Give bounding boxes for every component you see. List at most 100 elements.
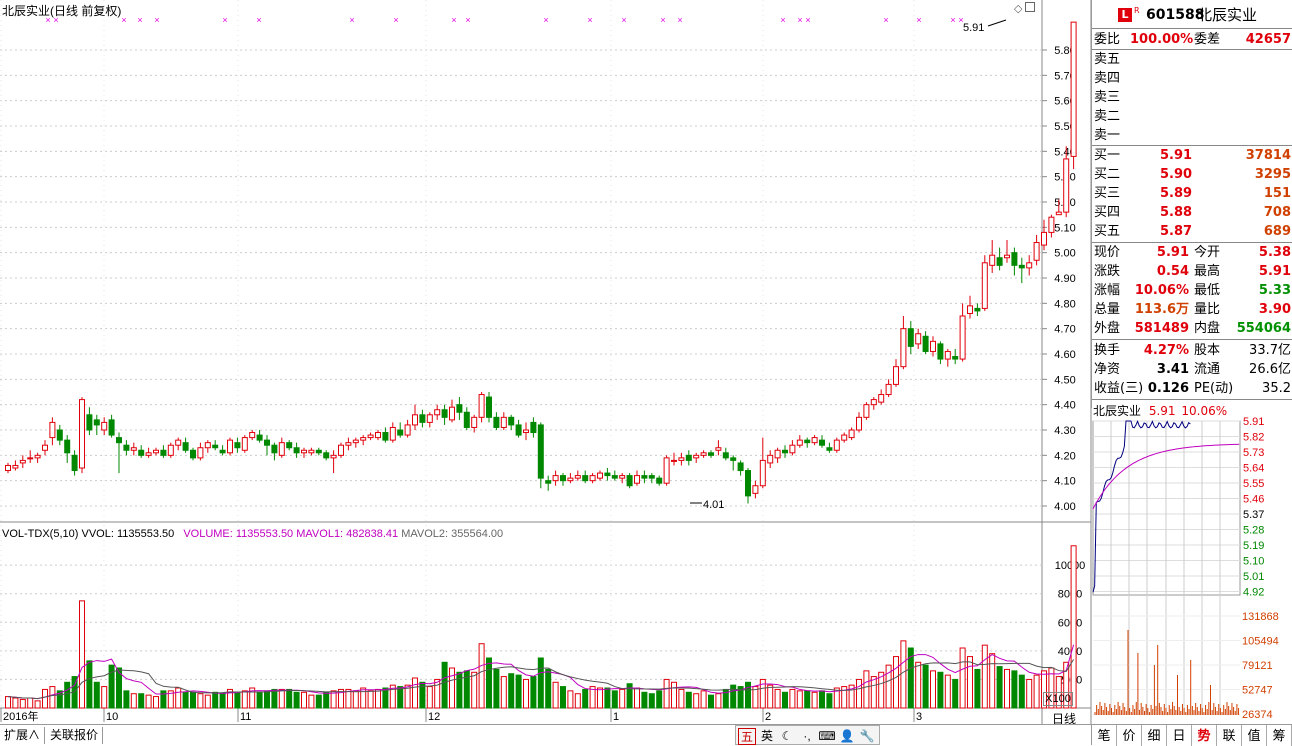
candle-body (922, 335, 929, 352)
candle-body (34, 454, 41, 459)
right-tab-2[interactable]: 细 (1142, 725, 1167, 746)
volume-bar (848, 684, 855, 709)
candle-body (108, 419, 115, 436)
volume-bar (352, 690, 359, 709)
x-tick-label: 12 (428, 711, 440, 723)
y-tick-label: 4.30 (1054, 425, 1075, 437)
candle-body (271, 444, 278, 454)
toolbar-tool-icon[interactable]: 👤 (839, 729, 855, 743)
y-tick-label: 4.70 (1054, 324, 1075, 336)
volume-bar (34, 700, 41, 709)
stat-label: 收益(三) (1094, 381, 1144, 396)
candle-body (952, 356, 959, 360)
candle-body (323, 452, 330, 459)
candle-body (441, 409, 448, 418)
volume-bar (597, 687, 603, 709)
candle-body (530, 421, 537, 434)
candle-body (663, 457, 670, 484)
volume-bar (804, 690, 811, 709)
right-tab-7[interactable]: 筹 (1267, 725, 1292, 746)
right-tab-6[interactable]: 值 (1242, 725, 1267, 746)
candle-body (42, 444, 48, 451)
volume-bar (523, 678, 529, 709)
right-tab-5[interactable]: 联 (1217, 725, 1242, 746)
toolbar-tool-icon[interactable]: 英 (760, 729, 773, 743)
volume-bar (967, 656, 973, 709)
volume-bar (708, 694, 714, 709)
x-tick-label: 10 (106, 711, 118, 723)
candle-body (219, 449, 226, 454)
volume-bar (893, 656, 899, 709)
candle-body (478, 394, 485, 418)
candle-body (123, 444, 130, 451)
candle-body (833, 439, 840, 451)
stat-label: 涨幅 (1094, 283, 1121, 298)
toolbar-tool-icon[interactable]: ⌨ (818, 729, 836, 743)
candle-body (819, 439, 825, 446)
candle-body (56, 429, 63, 441)
candle-body (130, 447, 137, 451)
toolbar-tool-icon[interactable]: ☾ (781, 729, 793, 743)
x-tick-label: 1 (613, 711, 619, 723)
volume-bar (759, 678, 766, 709)
candle-body (197, 447, 204, 459)
candle-body (160, 449, 167, 456)
right-tab-4[interactable]: 势 (1192, 725, 1217, 746)
toolbar-tool-icon[interactable]: 🔧 (859, 729, 875, 743)
right-tab-0[interactable]: 笔 (1092, 725, 1117, 746)
vol-tick-label: 6000 (1058, 617, 1082, 629)
volume-bar (915, 661, 922, 709)
volume-bar (944, 674, 951, 709)
volume-bar (330, 690, 337, 709)
volume-bar (86, 660, 93, 709)
candle-body (116, 437, 122, 444)
candle-body (944, 350, 951, 360)
candle-body (19, 459, 26, 464)
stat-value: 5.91 (1258, 264, 1291, 279)
toolbar-tool-icon[interactable]: 五 (738, 728, 756, 745)
vvol-value: VVOL: 1135553.50 (81, 528, 175, 540)
stat-value: 554064 (1236, 321, 1291, 336)
mini-vol-tick: 26374 (1242, 709, 1273, 721)
diamond-icon[interactable]: ◇ (1014, 3, 1023, 15)
y-tick-label: 4.10 (1054, 476, 1075, 488)
candle-body (315, 449, 322, 454)
mini-price-tick: 5.64 (1243, 463, 1264, 475)
signal-mark: × (451, 15, 456, 25)
candle-body (685, 454, 692, 461)
candle-body (870, 399, 877, 406)
candle-body (567, 477, 574, 482)
candle-body (345, 442, 352, 446)
y-tick-label: 5.50 (1054, 121, 1075, 133)
volume-bar (130, 693, 137, 709)
volume-bar (1011, 670, 1018, 709)
candle-body (227, 439, 233, 454)
volume-bar (315, 694, 322, 709)
stat-value: 35.2 (1262, 381, 1291, 396)
candle-body (71, 454, 78, 472)
candle-body (79, 399, 85, 469)
period-label[interactable]: 日线 (1052, 712, 1077, 726)
volume-bar (826, 693, 833, 709)
volume-bar (419, 681, 426, 709)
related-quote-tab[interactable]: 关联报价 (46, 727, 104, 744)
expand-tab[interactable]: 扩展∧ (0, 727, 46, 744)
candle-body (759, 459, 766, 487)
right-tab-3[interactable]: 日 (1167, 725, 1192, 746)
candle-body (930, 340, 936, 352)
stat-row: 涨幅 10.06% 最低 5.33 (1092, 281, 1292, 300)
candle-body (708, 452, 714, 456)
toolbar-tool-icon[interactable]: ·, (803, 729, 811, 743)
mini-price-tick: 5.10 (1243, 556, 1264, 568)
candle-body (545, 480, 552, 484)
buy-row: 买四 5.88 708 (1092, 203, 1292, 222)
l-badge[interactable]: L (1118, 8, 1132, 22)
y-tick-label: 5.10 (1054, 222, 1075, 234)
sell-row: 卖二 (1092, 107, 1292, 126)
candle-body (508, 416, 515, 426)
candle-body (241, 437, 248, 451)
right-tab-1[interactable]: 价 (1117, 725, 1142, 746)
maximize-icon[interactable] (1025, 2, 1035, 12)
volume-bar (537, 657, 544, 709)
